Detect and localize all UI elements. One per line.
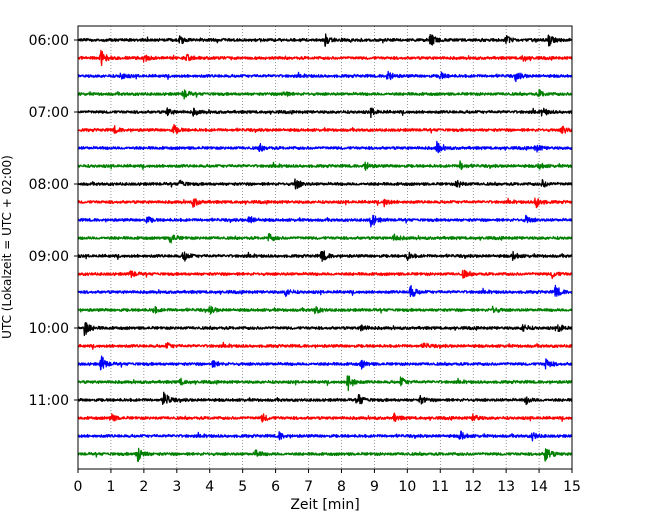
seismic-traces: [77, 33, 573, 462]
trace-1030: [77, 355, 573, 371]
trace-1045: [77, 375, 573, 392]
y-tick-label: 08:00: [29, 177, 69, 193]
y-tick-label: 11:00: [29, 393, 69, 409]
x-tick-label: 10: [398, 479, 416, 495]
trace-0845: [77, 232, 573, 244]
x-tick-label: 2: [139, 479, 148, 495]
trace-0700: [77, 107, 573, 119]
trace-1015: [77, 341, 573, 350]
x-tick-label: 7: [304, 479, 313, 495]
trace-0600: [77, 33, 573, 47]
trace-0630: [77, 70, 573, 83]
trace-1145: [77, 447, 573, 462]
grid-lines: [110, 26, 540, 469]
x-axis-label: Zeit [min]: [290, 497, 359, 513]
y-tick-label: 07:00: [29, 105, 69, 121]
y-tick-label: 06:00: [29, 33, 69, 49]
trace-1100: [77, 391, 573, 406]
y-axis-label: UTC (Lokalzeit = UTC + 02:00): [0, 155, 14, 339]
trace-0815: [77, 197, 573, 209]
x-tick-label: 11: [431, 479, 449, 495]
y-tick-label: 09:00: [29, 249, 69, 265]
x-tick-label: 12: [464, 479, 482, 495]
x-tick-label: 5: [238, 479, 247, 495]
x-tick-label: 6: [271, 479, 280, 495]
trace-1130: [77, 430, 573, 442]
trace-0730: [77, 140, 573, 154]
y-axis-ticks: 06:00 07:00 08:00 09:00 10:00 11:00: [29, 33, 78, 409]
trace-1000: [77, 322, 573, 337]
x-tick-label: 1: [106, 479, 115, 495]
x-tick-label: 13: [497, 479, 515, 495]
x-tick-label: 15: [563, 479, 581, 495]
trace-0645: [77, 88, 573, 100]
trace-0615: [77, 49, 573, 67]
plot-frame: [77, 25, 573, 470]
trace-0930: [77, 284, 573, 298]
trace-0800: [77, 178, 573, 190]
trace-0715: [77, 124, 573, 135]
trace-0915: [77, 269, 573, 280]
y-tick-label: 10:00: [29, 321, 69, 337]
x-tick-label: 14: [530, 479, 548, 495]
x-tick-label: 8: [337, 479, 346, 495]
trace-1115: [77, 412, 573, 423]
x-axis-ticks: 0 1 2 3 4 5 6 7 8 9 10 11 12 13 14 15: [74, 469, 581, 495]
x-tick-label: 9: [370, 479, 379, 495]
x-tick-label: 3: [172, 479, 181, 495]
x-tick-label: 4: [205, 479, 214, 495]
trace-0745: [77, 160, 573, 171]
trace-0945: [77, 305, 573, 315]
trace-0830: [77, 214, 573, 228]
trace-0900: [77, 250, 573, 262]
x-tick-label: 0: [74, 479, 83, 495]
